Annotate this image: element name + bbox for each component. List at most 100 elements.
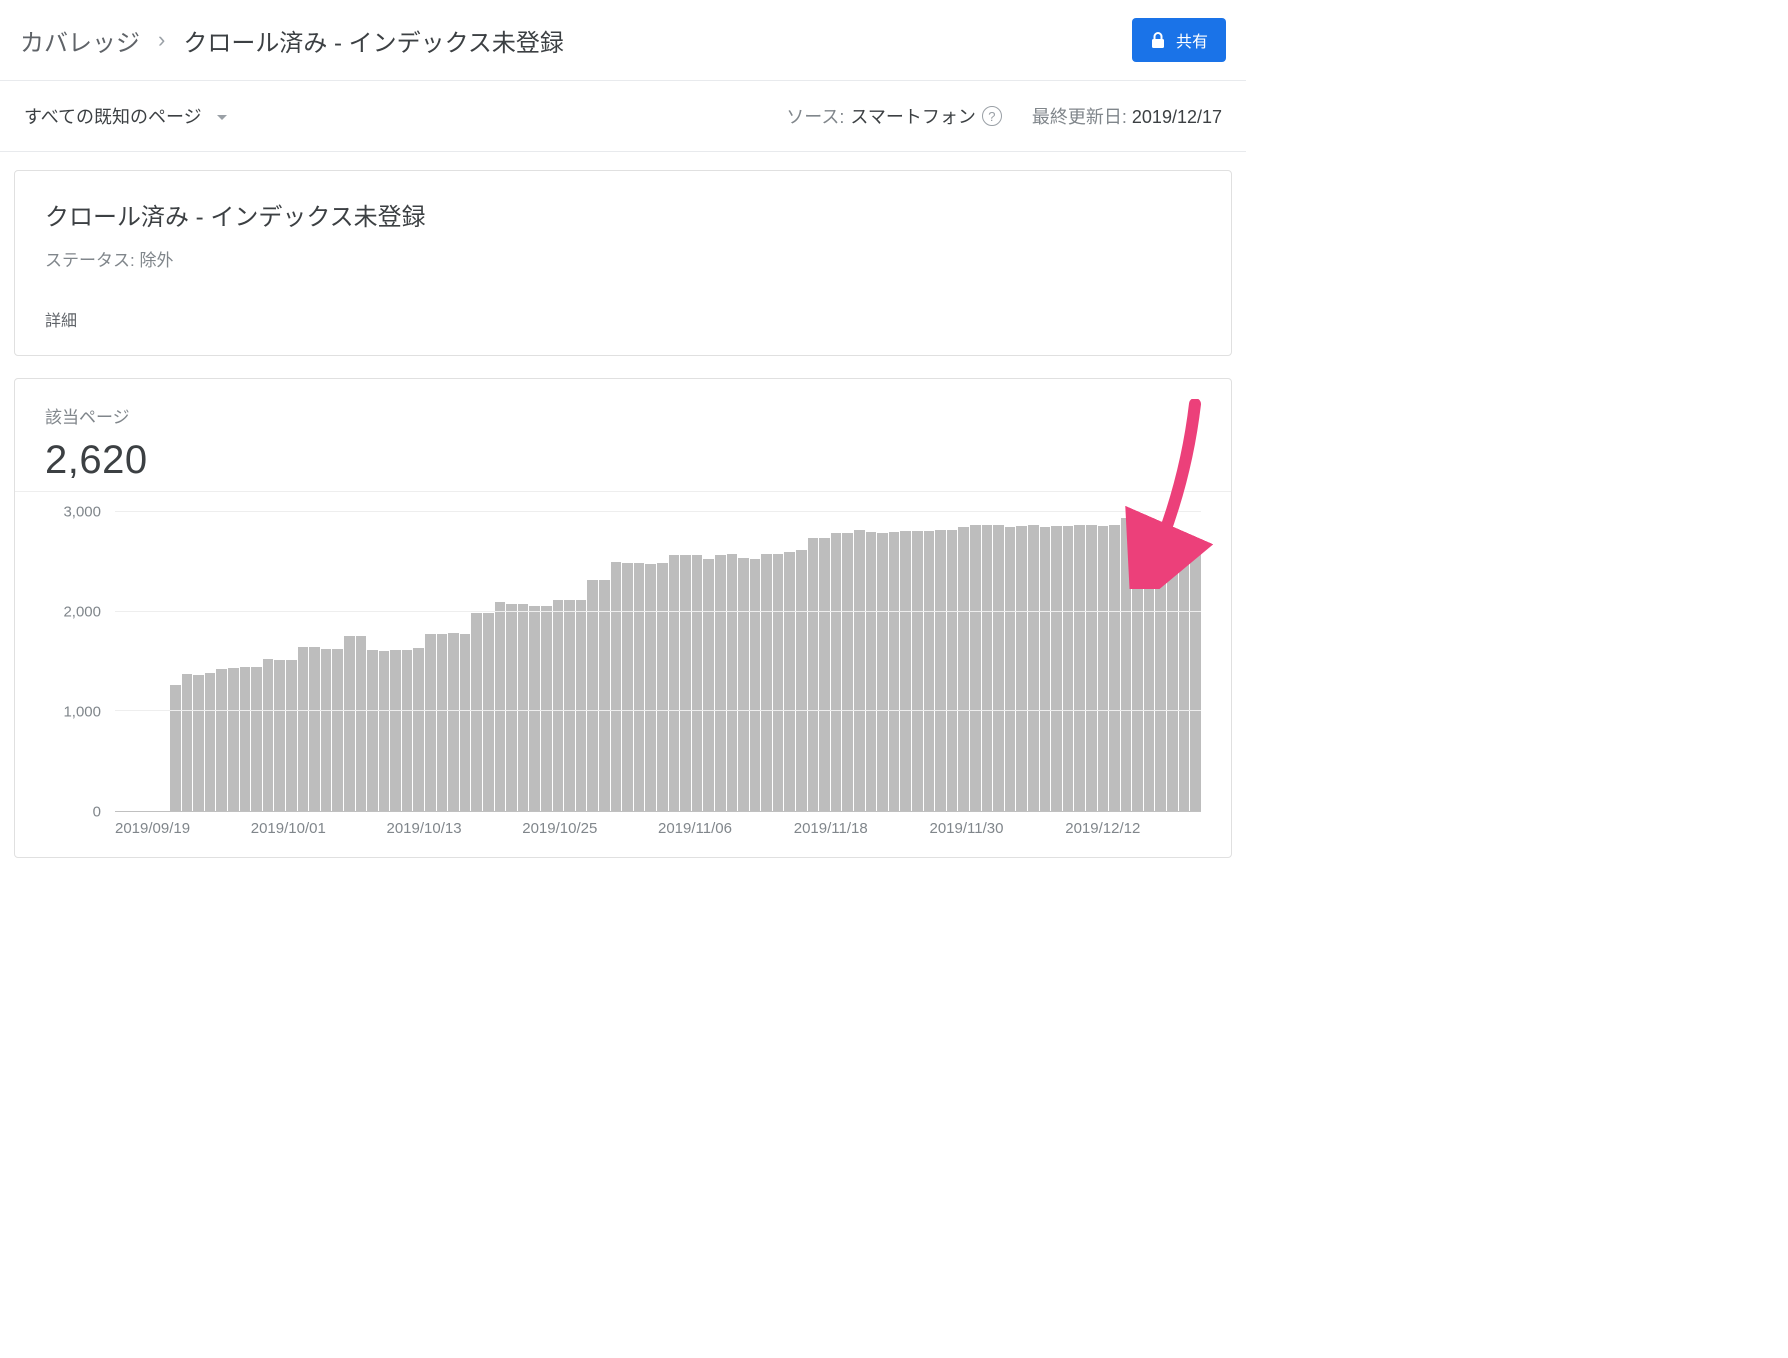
chart-bar — [263, 659, 274, 811]
status-value: 除外 — [139, 251, 173, 270]
share-button[interactable]: 共有 — [1132, 18, 1226, 62]
chart-bar — [240, 667, 251, 811]
chart-bar — [866, 532, 877, 811]
source-label: ソース: — [786, 103, 844, 129]
chart-bar — [332, 649, 343, 811]
metric-value: 2,620 — [45, 438, 1201, 483]
chart-y-tick: 2,000 — [45, 604, 101, 621]
chart-bar — [483, 613, 494, 811]
chart-bar — [1098, 526, 1109, 811]
chart-bar — [935, 530, 946, 811]
dropdown-triangle-icon — [216, 106, 228, 127]
breadcrumb-current: クロール済み - インデックス未登録 — [183, 23, 564, 58]
chart-bar — [298, 647, 309, 811]
chart-bar — [727, 554, 738, 811]
chart-bar — [982, 525, 993, 811]
chart-bar — [924, 531, 935, 811]
chart-bar — [622, 563, 633, 811]
chart-bar — [889, 532, 900, 811]
chart-x-tick: 2019/11/30 — [930, 820, 1066, 837]
chart-bar — [703, 559, 714, 811]
chart-gridline — [115, 611, 1201, 612]
chart-bar — [657, 563, 668, 811]
chart-bar — [738, 558, 749, 811]
chart-bar — [1063, 526, 1074, 811]
chart-bar — [715, 555, 726, 811]
chart-y-tick: 0 — [45, 804, 101, 821]
chart-bar — [170, 685, 181, 811]
status-prefix: ステータス: — [45, 251, 135, 270]
chart-bar — [993, 525, 1004, 811]
chart-bars — [115, 512, 1201, 811]
chart-bar — [1086, 525, 1097, 811]
chart-bar — [912, 531, 923, 811]
chart-bar — [448, 633, 459, 811]
chart-bar — [274, 660, 285, 811]
chart-bar — [228, 668, 239, 811]
chart-bar — [796, 550, 807, 811]
help-icon[interactable]: ? — [982, 106, 1002, 126]
chart-bar — [553, 600, 564, 811]
chart-gridline — [115, 710, 1201, 711]
filter-bar-right: ソース: スマートフォン ? 最終更新日: 2019/12/17 — [786, 103, 1222, 129]
chart-bar — [182, 674, 193, 811]
chart-bar — [390, 650, 401, 811]
chart-bar — [309, 647, 320, 811]
chart-bar — [471, 613, 482, 811]
page-filter-label: すべての既知のページ — [24, 103, 202, 129]
page-filter-dropdown[interactable]: すべての既知のページ — [24, 103, 228, 129]
chart-y-axis: 01,0002,0003,000 — [45, 512, 115, 812]
chart-bar — [216, 669, 227, 811]
chart-bar — [1132, 518, 1143, 811]
chart-y-tick: 1,000 — [45, 704, 101, 721]
chart-bar — [669, 555, 680, 811]
chart-bar — [750, 559, 761, 811]
breadcrumb: カバレッジ › クロール済み - インデックス未登録 — [20, 23, 564, 58]
chart-bar — [819, 538, 830, 811]
source-value: スマートフォン — [850, 103, 975, 129]
chart-bar — [321, 649, 332, 811]
chart-bar — [611, 562, 622, 811]
status-card: クロール済み - インデックス未登録 ステータス: 除外 詳細 — [14, 170, 1232, 356]
chart-bar — [680, 555, 691, 811]
details-link[interactable]: 詳細 — [45, 307, 1201, 331]
chart-bar — [587, 580, 598, 811]
chart-x-tick: 2019/11/06 — [658, 820, 794, 837]
chart-bar — [1074, 525, 1085, 811]
chart-bar — [379, 651, 390, 811]
chart-bar — [367, 650, 378, 811]
chart-plot-area — [115, 512, 1201, 812]
chart-bar — [425, 634, 436, 811]
chart-bar — [970, 525, 981, 811]
chart-x-tick: 2019/10/13 — [387, 820, 523, 837]
chart-bar — [1190, 551, 1201, 811]
chart-bar — [495, 602, 506, 811]
breadcrumb-root[interactable]: カバレッジ — [20, 23, 140, 58]
chart-bar — [877, 533, 888, 811]
chart-x-tick: 2019/12/12 — [1065, 820, 1201, 837]
chart-bar — [1005, 527, 1016, 811]
chart-bar — [356, 636, 367, 811]
chart-x-tick: 2019/10/01 — [251, 820, 387, 837]
chart-bar — [344, 636, 355, 811]
last-updated-value: 2019/12/17 — [1132, 107, 1222, 127]
chart-x-tick: 2019/09/19 — [115, 820, 251, 837]
chart-bar — [564, 600, 575, 811]
chart-bar — [576, 600, 587, 811]
chart-bar — [251, 667, 262, 811]
chart-bar — [286, 660, 297, 811]
chart-bar — [437, 634, 448, 811]
chart-bar — [784, 552, 795, 811]
chart-bar — [460, 634, 471, 811]
page-header: カバレッジ › クロール済み - インデックス未登録 共有 — [0, 0, 1246, 81]
chart-bar — [1028, 525, 1039, 811]
chart-bar — [1051, 526, 1062, 811]
chart-bar — [518, 604, 529, 811]
chart-bar — [854, 530, 865, 811]
chart-bar — [413, 648, 424, 811]
content-area: クロール済み - インデックス未登録 ステータス: 除外 詳細 該当ページ 2,… — [0, 152, 1246, 866]
chart-x-tick: 2019/11/18 — [794, 820, 930, 837]
source-indicator: ソース: スマートフォン ? — [786, 103, 1002, 129]
chart-bar — [402, 650, 413, 811]
chart-bar — [1179, 550, 1190, 811]
